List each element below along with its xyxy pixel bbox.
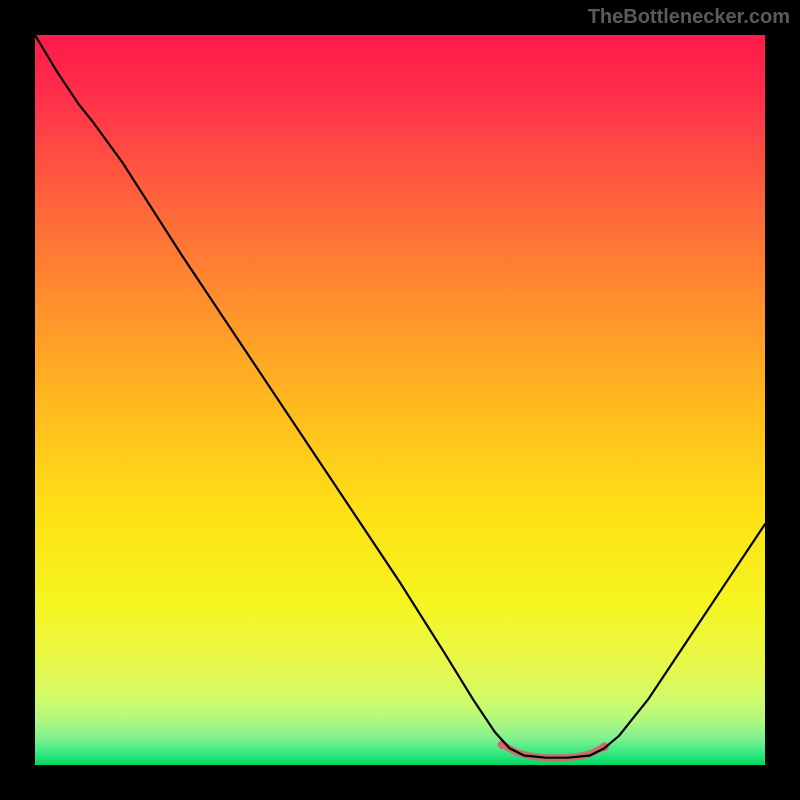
- watermark-text: TheBottlenecker.com: [588, 6, 790, 29]
- chart-container: TheBottlenecker.com: [0, 0, 800, 800]
- plot-area: [35, 35, 765, 765]
- curve-layer: [35, 35, 765, 765]
- bottleneck-curve: [35, 35, 765, 758]
